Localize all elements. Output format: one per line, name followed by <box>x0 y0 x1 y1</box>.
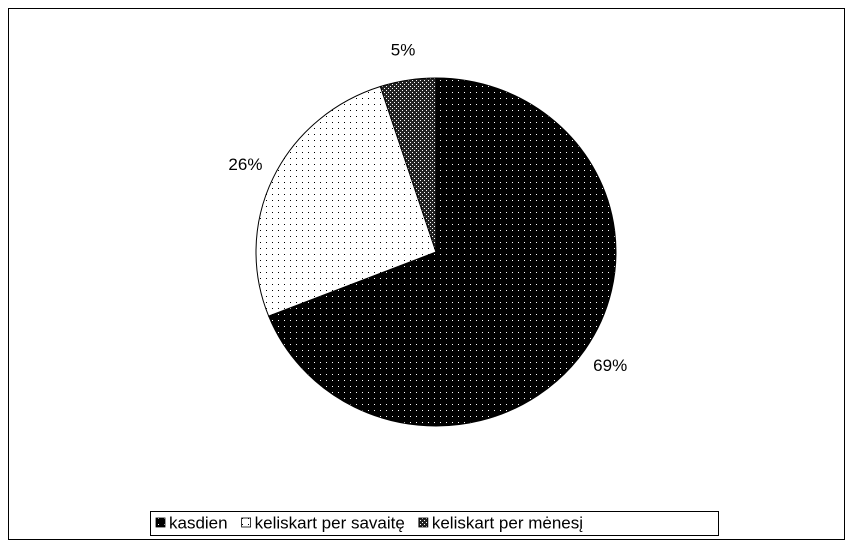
legend-swatch <box>241 517 252 528</box>
legend-label: keliskart per savaitę <box>255 513 405 532</box>
legend-label: keliskart per mėnesį <box>432 513 583 532</box>
pie-slice <box>379 77 437 253</box>
legend-label: kasdien <box>169 513 228 532</box>
legend-swatch <box>155 517 166 528</box>
pie-slice <box>267 77 617 427</box>
slice-label: 69% <box>593 356 627 375</box>
slice-label: 5% <box>391 40 416 59</box>
legend-swatch <box>418 517 429 528</box>
pie-slice <box>255 85 437 317</box>
slice-label: 26% <box>228 155 262 174</box>
